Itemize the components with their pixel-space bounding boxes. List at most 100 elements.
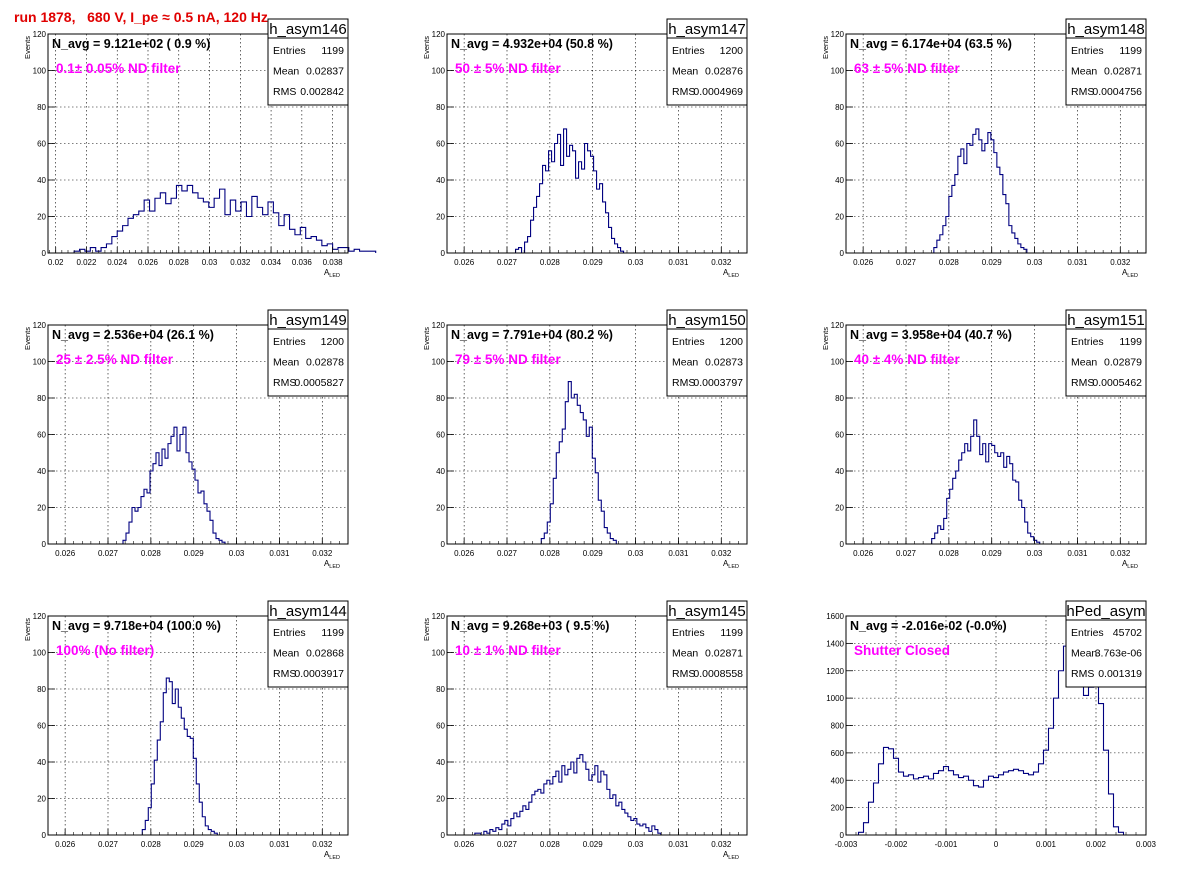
x-tick-label: 0.036 — [292, 258, 313, 267]
stats-value: 0.001319 — [1098, 668, 1142, 680]
x-axis-label: ALED — [1122, 268, 1138, 279]
stats-label: Entries — [273, 336, 306, 348]
histogram-series-h_asym146 — [73, 184, 377, 253]
panel-title: N_avg = 3.958e+04 (40.7 %) — [850, 328, 1012, 342]
stats-value: 0.0003917 — [294, 668, 344, 680]
y-tick-label: 0 — [441, 540, 446, 549]
x-tick-label: 0.031 — [668, 549, 689, 558]
x-tick-label: 0.029 — [184, 549, 205, 558]
y-axis-label: Events — [821, 327, 830, 350]
stats-value: 1199 — [720, 627, 743, 639]
y-tick-label: 20 — [436, 795, 445, 804]
stats-label: Mean — [1071, 357, 1097, 369]
y-tick-label: 120 — [33, 612, 47, 621]
stats-box: h_asym149 Entries 1200 Mean 0.02878 RMS0.0005… — [267, 309, 349, 397]
stats-label: Mean — [273, 357, 299, 369]
x-tick-label: 0.003 — [1136, 840, 1157, 849]
stats-box: h_asym145 Entries 1199 Mean 0.02871 RMS0.0008… — [666, 600, 748, 688]
y-tick-label: 60 — [436, 431, 445, 440]
stats-label: Mean — [672, 66, 698, 78]
histogram-name: hPed_asym — [1066, 603, 1145, 620]
x-tick-label: 0.032 — [230, 258, 251, 267]
y-tick-label: 120 — [33, 30, 47, 39]
histogram-series-h_asym148 — [933, 128, 1028, 253]
x-axis-label: ALED — [1122, 559, 1138, 570]
stats-box: h_asym146 Entries 1199 Mean 0.02837 RMS 0.0028… — [267, 18, 349, 106]
y-tick-label: 120 — [432, 321, 446, 330]
stats-label: Mean — [1071, 648, 1097, 660]
x-tick-label: 0.03 — [202, 258, 218, 267]
x-tick-label: 0.026 — [55, 840, 76, 849]
stats-label: Mean — [672, 357, 698, 369]
x-tick-label: 0.028 — [939, 258, 960, 267]
x-tick-label: 0.029 — [184, 840, 205, 849]
y-tick-label: 0 — [840, 831, 845, 840]
x-tick-label: 0.032 — [711, 549, 732, 558]
x-tick-label: 0.029 — [982, 258, 1003, 267]
y-tick-label: 40 — [436, 758, 445, 767]
y-tick-label: 20 — [37, 504, 46, 513]
x-tick-label: 0.024 — [107, 258, 128, 267]
x-tick-label: 0.028 — [939, 549, 960, 558]
stats-value: 1200 — [720, 45, 744, 57]
x-tick-label: 0.027 — [497, 840, 518, 849]
x-tick-label: 0.031 — [1067, 258, 1088, 267]
y-axis-label: Events — [422, 36, 431, 59]
y-tick-label: 100 — [831, 67, 845, 76]
stats-box: h_asym147 Entries 1200 Mean 0.02876 RMS0.0004… — [666, 18, 748, 106]
y-tick-label: 40 — [436, 467, 445, 476]
x-tick-label: 0.028 — [169, 258, 190, 267]
y-tick-label: 40 — [835, 467, 844, 476]
x-tick-label: 0.032 — [312, 840, 333, 849]
stats-label: RMS — [672, 86, 695, 98]
histogram-series-h_asym145 — [474, 754, 662, 836]
y-tick-label: 60 — [835, 431, 844, 440]
x-tick-label: 0.03 — [628, 258, 644, 267]
y-tick-label: 1600 — [826, 612, 844, 621]
x-tick-label: 0.026 — [138, 258, 159, 267]
y-axis-label: Events — [821, 36, 830, 59]
panel-title: N_avg = 9.718e+04 (100.0 %) — [52, 619, 221, 633]
y-tick-label: 0 — [42, 540, 47, 549]
stats-value: 0.02879 — [1104, 357, 1142, 369]
y-tick-label: 20 — [436, 213, 445, 222]
y-tick-label: 1400 — [826, 639, 844, 648]
x-tick-label: 0.027 — [98, 840, 119, 849]
stats-box: h_asym148 Entries 1199 Mean 0.02871 RMS0.0004… — [1065, 18, 1147, 106]
histogram-name: h_asym149 — [269, 312, 347, 329]
x-tick-label: -0.001 — [935, 840, 958, 849]
y-axis-label: Events — [23, 618, 32, 641]
x-axis-label: ALED — [324, 850, 340, 861]
histogram-name: h_asym147 — [668, 21, 746, 38]
filter-annotation: 0.1± 0.05% ND filter — [56, 61, 181, 76]
stats-value: 0.02873 — [705, 357, 743, 369]
histogram-series-h_asym150 — [540, 381, 617, 544]
x-axis-label: ALED — [324, 559, 340, 570]
stats-value: 45702 — [1113, 627, 1142, 639]
y-tick-label: 60 — [37, 722, 46, 731]
stats-label: RMS — [672, 377, 695, 389]
y-tick-label: 1200 — [826, 667, 844, 676]
stats-label: Entries — [672, 336, 705, 348]
stats-box-frame — [666, 309, 748, 397]
x-tick-label: 0.028 — [540, 549, 561, 558]
x-tick-label: 0 — [994, 840, 999, 849]
y-tick-label: 80 — [37, 394, 46, 403]
y-tick-label: 60 — [436, 140, 445, 149]
x-axis-label: ALED — [723, 559, 739, 570]
y-tick-label: 120 — [831, 321, 845, 330]
x-tick-label: 0.001 — [1036, 840, 1057, 849]
y-tick-label: 60 — [436, 722, 445, 731]
panel-title: N_avg = 6.174e+04 (63.5 %) — [850, 37, 1012, 51]
y-tick-label: 600 — [831, 749, 845, 758]
y-tick-label: 80 — [835, 103, 844, 112]
y-axis-label: Events — [422, 327, 431, 350]
y-tick-label: 100 — [33, 649, 47, 658]
x-tick-label: 0.032 — [711, 258, 732, 267]
x-tick-label: 0.026 — [853, 549, 874, 558]
y-tick-label: 0 — [441, 831, 446, 840]
filter-annotation: 79 ± 5% ND filter — [455, 352, 561, 367]
stats-value: 0.0005827 — [294, 377, 344, 389]
x-tick-label: 0.031 — [1067, 549, 1088, 558]
y-axis-label: Events — [23, 327, 32, 350]
